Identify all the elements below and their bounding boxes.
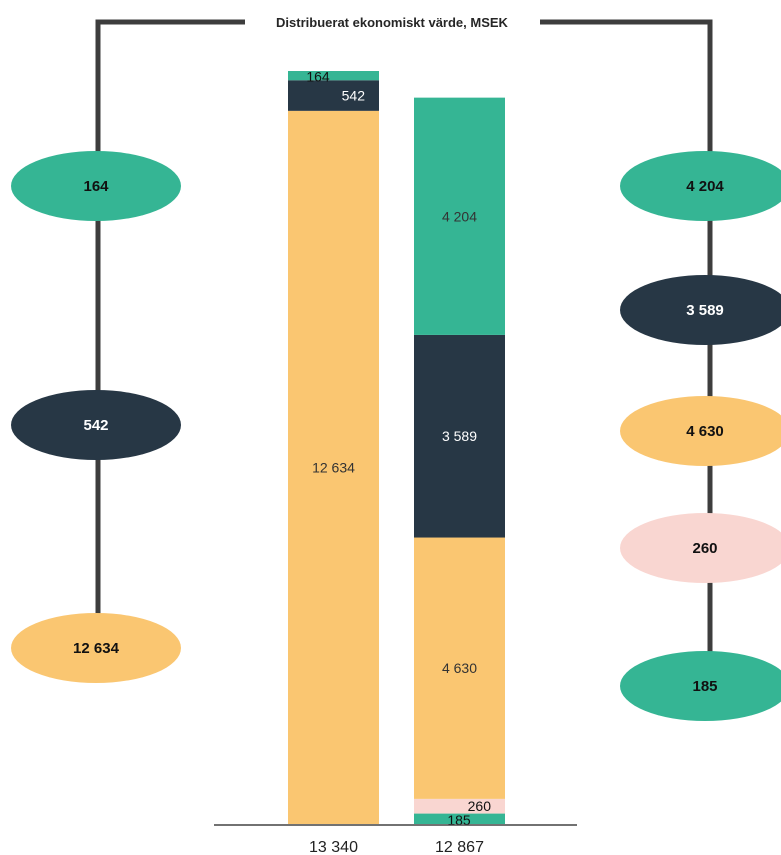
- bar-segment: [288, 110, 379, 825]
- title-background: [248, 12, 537, 32]
- bar-segment-label: 164: [306, 69, 330, 85]
- bar-segment: [288, 80, 379, 111]
- bar-segment-label: 542: [342, 88, 366, 104]
- callout-label: 185: [692, 678, 717, 695]
- bar-segment: [414, 798, 505, 814]
- callout-label: 542: [83, 417, 108, 434]
- connector-lines: [95, 19, 713, 660]
- bar-segment-label: 12 634: [312, 459, 355, 475]
- callout-ellipse: [620, 651, 781, 721]
- callout-label: 4 204: [686, 178, 724, 195]
- callout-ellipse: [11, 151, 181, 221]
- callout-label: 164: [83, 178, 109, 195]
- bar-segment-label: 185: [447, 812, 471, 828]
- callout-ellipse: [620, 396, 781, 466]
- callout-ellipse: [620, 151, 781, 221]
- callout-ellipse: [11, 390, 181, 460]
- bar-segment-label: 260: [468, 798, 492, 814]
- bar-segment: [414, 537, 505, 799]
- left-connector-line: [95, 19, 245, 620]
- bar-segment-label: 4 204: [442, 208, 477, 224]
- bar-total-label: 13 340: [309, 839, 358, 855]
- callout-ellipses: 164 542 12 634 4 204 3 589 4 630 260 185: [11, 151, 781, 721]
- bar-segment: [414, 813, 505, 824]
- bar-total-label: 12 867: [435, 839, 484, 855]
- callout-ellipse: [620, 275, 781, 345]
- callout-label: 260: [692, 540, 717, 557]
- bar-segment: [414, 334, 505, 538]
- callout-label: 4 630: [686, 423, 724, 440]
- chart-title: Distribuerat ekonomiskt värde, MSEK: [276, 15, 509, 30]
- bar-segment: [414, 97, 505, 335]
- callout-ellipse: [11, 613, 181, 683]
- bar-segment: [288, 71, 379, 81]
- callout-label: 3 589: [686, 302, 724, 319]
- bar-segment-label: 3 589: [442, 428, 477, 444]
- bar-segment-label: 4 630: [442, 660, 477, 676]
- callout-ellipse: [620, 513, 781, 583]
- callout-label: 12 634: [73, 640, 120, 657]
